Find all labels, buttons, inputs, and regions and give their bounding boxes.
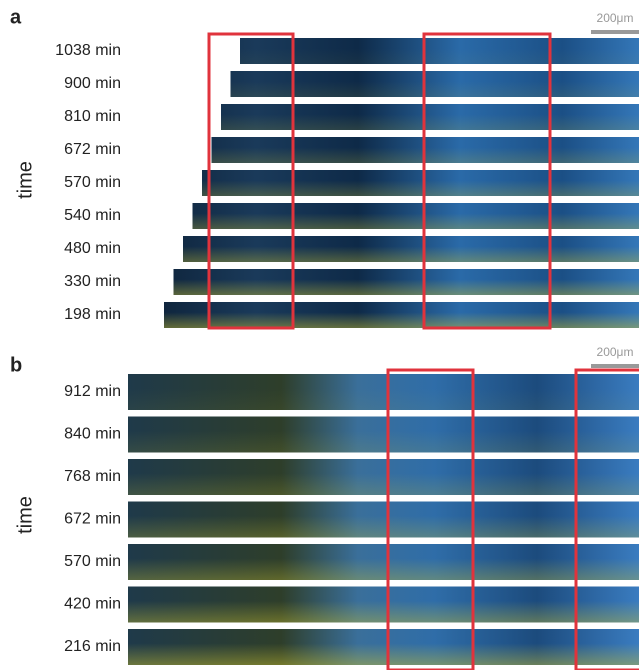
fluorescence bbox=[128, 388, 639, 410]
scale-bar-label: 200μm bbox=[597, 345, 634, 359]
empty-region bbox=[128, 71, 231, 97]
fluorescence bbox=[128, 246, 639, 262]
row-label: 1038 min bbox=[55, 42, 121, 59]
row-label: 330 min bbox=[64, 273, 121, 290]
empty-region bbox=[128, 203, 193, 229]
empty-region bbox=[128, 236, 183, 262]
scale-bar-label: 200μm bbox=[597, 11, 634, 25]
row-label: 672 min bbox=[64, 511, 121, 528]
empty-region bbox=[128, 104, 221, 130]
fluorescence bbox=[128, 516, 639, 538]
empty-region bbox=[128, 269, 174, 295]
fluorescence bbox=[128, 601, 639, 623]
row-label: 840 min bbox=[64, 426, 121, 443]
empty-region bbox=[128, 170, 202, 196]
row-label: 216 min bbox=[64, 638, 121, 655]
row-label: 420 min bbox=[64, 596, 121, 613]
fluorescence bbox=[128, 213, 639, 229]
row-label: 540 min bbox=[64, 207, 121, 224]
fluorescence bbox=[128, 473, 639, 495]
fluorescence bbox=[128, 558, 639, 580]
panel-label: a bbox=[10, 6, 22, 28]
empty-region bbox=[128, 302, 164, 328]
fluorescence bbox=[128, 312, 639, 328]
row-label: 810 min bbox=[64, 108, 121, 125]
figure: a 200μm time 1038 min 900 min 810 min 672 min 5… bbox=[0, 0, 639, 670]
row-label: 570 min bbox=[64, 174, 121, 191]
axis-label: time bbox=[14, 496, 36, 534]
row-label: 672 min bbox=[64, 141, 121, 158]
fluorescence bbox=[128, 643, 639, 665]
axis-label: time bbox=[14, 161, 36, 199]
row-label: 198 min bbox=[64, 306, 121, 323]
row-label: 768 min bbox=[64, 468, 121, 485]
row-label: 570 min bbox=[64, 553, 121, 570]
row-label: 900 min bbox=[64, 75, 121, 92]
panel-label: b bbox=[10, 354, 22, 376]
fluorescence bbox=[128, 431, 639, 453]
fluorescence bbox=[128, 279, 639, 295]
fluorescence bbox=[128, 180, 639, 196]
empty-region bbox=[128, 137, 212, 163]
row-label: 480 min bbox=[64, 240, 121, 257]
empty-region bbox=[128, 38, 240, 64]
row-label: 912 min bbox=[64, 383, 121, 400]
